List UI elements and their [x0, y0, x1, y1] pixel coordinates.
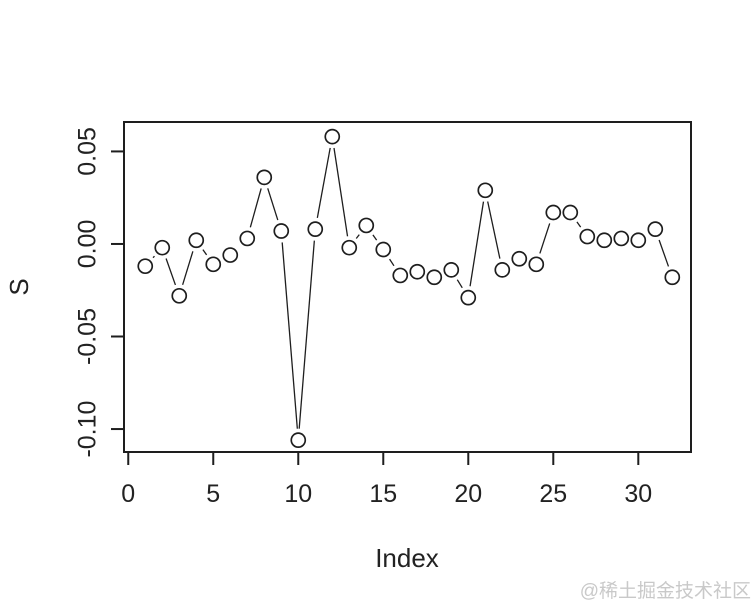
x-tick-label: 15 — [369, 480, 397, 508]
data-point — [324, 128, 341, 145]
x-tick-label: 30 — [624, 480, 652, 508]
data-point — [341, 239, 358, 256]
x-tick-label: 10 — [284, 480, 312, 508]
data-point — [392, 267, 409, 284]
data-point — [460, 289, 477, 306]
data-point — [154, 239, 171, 256]
data-point — [256, 169, 273, 186]
data-point — [205, 256, 222, 273]
data-point — [528, 256, 545, 273]
data-point — [409, 263, 426, 280]
data-point — [273, 223, 290, 239]
series-segment — [372, 234, 378, 241]
series-segment — [249, 188, 262, 228]
series-segment — [389, 258, 395, 267]
data-point — [545, 204, 562, 221]
data-point — [630, 232, 647, 249]
series-segment — [539, 223, 551, 254]
data-point — [596, 232, 613, 249]
data-point — [171, 287, 188, 304]
data-point — [494, 262, 511, 278]
series-segment — [576, 221, 582, 228]
data-point — [562, 204, 579, 221]
data-point — [222, 247, 239, 263]
data-point — [375, 241, 392, 258]
series-segment — [658, 239, 670, 267]
y-tick-label: 0.00 — [74, 220, 102, 269]
data-point — [137, 258, 154, 275]
data-point — [307, 221, 324, 238]
series-segment — [267, 188, 279, 221]
x-axis-label: Index — [375, 543, 439, 573]
series-segment — [487, 201, 501, 259]
data-point — [664, 269, 681, 286]
series-segment — [281, 242, 298, 429]
y-tick-label: -0.05 — [74, 308, 102, 365]
series-segment — [316, 147, 331, 218]
watermark: @稀土掘金技术社区 — [580, 580, 751, 602]
data-point — [477, 182, 494, 199]
data-point — [647, 221, 664, 238]
data-point — [358, 217, 375, 234]
series-segment — [355, 234, 360, 239]
data-point — [443, 262, 460, 278]
series-segment — [469, 201, 485, 287]
plot-frame — [123, 121, 692, 453]
y-tick-label: -0.10 — [74, 401, 102, 458]
data-point — [511, 250, 528, 267]
series-segment — [298, 240, 315, 429]
x-tick-label: 5 — [206, 480, 220, 508]
plot-generated-layer: 0 5 10 15 20 25 30 0.05 0.00 -0.05 -0.10 — [74, 121, 692, 508]
data-point — [290, 432, 307, 449]
data-point — [188, 232, 205, 249]
x-tick-label: 20 — [454, 480, 482, 508]
data-point — [613, 230, 630, 247]
series-segment — [182, 251, 194, 285]
series-segment — [202, 249, 208, 256]
y-axis-label: S — [4, 278, 34, 295]
x-tick-label: 25 — [539, 480, 567, 508]
x-tick-label: 0 — [121, 480, 135, 508]
data-point — [579, 228, 596, 245]
series-segment — [333, 147, 349, 237]
data-point — [426, 269, 443, 286]
y-tick-label: 0.05 — [74, 127, 102, 176]
series-segment — [456, 279, 463, 289]
series-segment — [165, 258, 177, 286]
data-point — [239, 230, 256, 247]
series-segment — [152, 255, 155, 259]
